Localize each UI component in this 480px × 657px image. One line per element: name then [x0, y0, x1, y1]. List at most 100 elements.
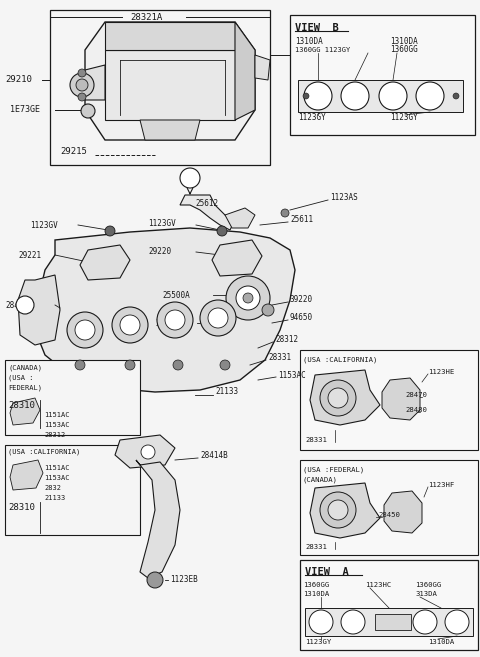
Bar: [298, 80, 463, 112]
Text: 1360GG: 1360GG: [390, 45, 418, 55]
Circle shape: [320, 380, 356, 416]
Polygon shape: [115, 435, 175, 468]
Bar: [375, 614, 411, 630]
Text: 29221: 29221: [18, 250, 41, 260]
Text: 28331: 28331: [305, 544, 327, 550]
Text: 29210: 29210: [5, 76, 32, 85]
Bar: [300, 560, 478, 650]
Circle shape: [303, 93, 309, 99]
Text: 28310: 28310: [8, 401, 35, 409]
Text: 1123GY: 1123GY: [298, 114, 326, 122]
Circle shape: [379, 82, 407, 110]
Circle shape: [81, 104, 95, 118]
Circle shape: [78, 69, 86, 77]
Bar: [300, 350, 478, 450]
Text: 1360GG 1123GY: 1360GG 1123GY: [295, 47, 350, 53]
Text: 94650: 94650: [290, 313, 313, 323]
Text: 29220: 29220: [148, 248, 171, 256]
Text: 313DA: 313DA: [415, 591, 437, 597]
Polygon shape: [310, 370, 380, 425]
Text: 1123GV: 1123GV: [148, 219, 176, 227]
Circle shape: [125, 360, 135, 370]
Text: 28321A: 28321A: [130, 12, 162, 22]
Text: (CANADA): (CANADA): [303, 477, 338, 484]
Text: 1153AC: 1153AC: [44, 422, 70, 428]
Polygon shape: [105, 50, 235, 120]
Circle shape: [200, 300, 236, 336]
Circle shape: [16, 296, 34, 314]
Text: 1153AC: 1153AC: [44, 475, 70, 481]
Text: 39220: 39220: [290, 296, 313, 304]
Circle shape: [413, 610, 437, 634]
Circle shape: [70, 73, 94, 97]
Circle shape: [236, 286, 260, 310]
Circle shape: [320, 492, 356, 528]
Text: 1123HC: 1123HC: [365, 582, 391, 588]
Circle shape: [328, 500, 348, 520]
Text: A: A: [23, 300, 27, 309]
Text: 2832: 2832: [44, 485, 61, 491]
Circle shape: [217, 226, 227, 236]
Bar: [300, 460, 478, 555]
Text: 1153AC: 1153AC: [278, 371, 306, 380]
Text: (USA :FEDERAL): (USA :FEDERAL): [303, 466, 364, 473]
Text: 1123HE: 1123HE: [428, 369, 454, 375]
Text: 1E73GE: 1E73GE: [10, 106, 40, 114]
Circle shape: [341, 82, 369, 110]
Circle shape: [416, 82, 444, 110]
Text: 1123EB: 1123EB: [170, 576, 198, 585]
Bar: [290, 15, 475, 135]
Circle shape: [105, 226, 115, 236]
Polygon shape: [85, 65, 105, 100]
Circle shape: [262, 304, 274, 316]
Text: 29215: 29215: [60, 148, 87, 156]
Text: 21133: 21133: [215, 388, 238, 397]
Polygon shape: [384, 491, 422, 533]
Circle shape: [157, 302, 193, 338]
Bar: [305, 608, 473, 636]
Circle shape: [173, 360, 183, 370]
Polygon shape: [18, 275, 60, 345]
Text: B: B: [187, 173, 192, 183]
Circle shape: [453, 93, 459, 99]
Text: 28411B: 28411B: [5, 300, 33, 309]
Text: 1123GY: 1123GY: [390, 114, 418, 122]
Text: 1360GG: 1360GG: [415, 582, 441, 588]
Text: 1123GY: 1123GY: [305, 639, 331, 645]
Text: 28331: 28331: [305, 437, 327, 443]
Circle shape: [281, 209, 289, 217]
Text: 28450: 28450: [378, 512, 400, 518]
Text: (USA :CALIFORNIA): (USA :CALIFORNIA): [8, 449, 80, 455]
Text: (USA :CALIFORNIA): (USA :CALIFORNIA): [303, 357, 377, 363]
Text: 28312: 28312: [44, 432, 65, 438]
Bar: [5, 360, 140, 435]
Text: 1310DA: 1310DA: [295, 37, 323, 45]
Text: 1360GG: 1360GG: [303, 582, 329, 588]
Text: 21133: 21133: [44, 495, 65, 501]
Polygon shape: [255, 55, 270, 80]
Polygon shape: [80, 245, 130, 280]
Bar: [50, 10, 270, 165]
Text: 28413: 28413: [155, 319, 178, 327]
Polygon shape: [35, 228, 295, 392]
Circle shape: [147, 572, 163, 588]
Polygon shape: [105, 22, 235, 50]
Polygon shape: [136, 460, 180, 578]
Text: 28414B: 28414B: [200, 451, 228, 459]
Text: 1123AS: 1123AS: [330, 194, 358, 202]
Circle shape: [208, 308, 228, 328]
Circle shape: [304, 82, 332, 110]
Text: 28331: 28331: [268, 353, 291, 363]
Text: 28480: 28480: [405, 407, 427, 413]
Polygon shape: [225, 208, 255, 228]
Polygon shape: [382, 378, 420, 420]
Text: 1123GV: 1123GV: [30, 221, 58, 229]
Circle shape: [120, 315, 140, 335]
Polygon shape: [85, 22, 255, 140]
Text: 25611: 25611: [290, 215, 313, 225]
Text: (USA :: (USA :: [8, 374, 34, 381]
Text: 25500A: 25500A: [162, 290, 190, 300]
Polygon shape: [10, 398, 40, 425]
Polygon shape: [235, 22, 255, 120]
Bar: [5, 445, 140, 535]
